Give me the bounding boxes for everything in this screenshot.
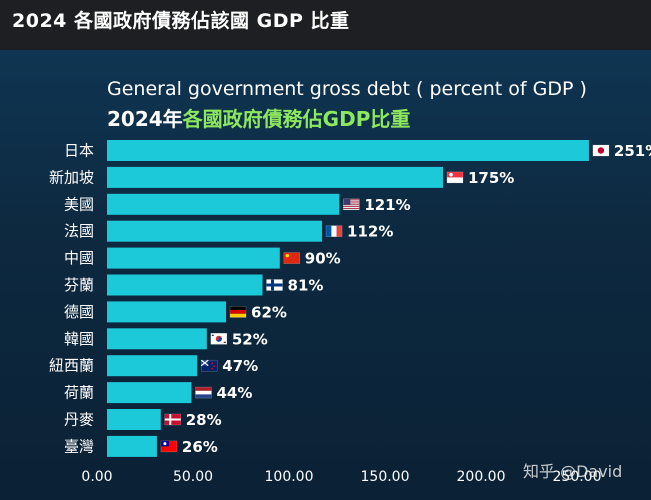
korea-flag-icon (210, 333, 228, 345)
chart-title-chinese: 2024年各國政府債務佔GDP比重 (107, 103, 410, 132)
bar (107, 274, 263, 296)
value-label: 90% (305, 250, 341, 268)
value-label: 62% (251, 303, 287, 321)
value-label: 121% (364, 196, 410, 214)
value-label: 112% (347, 223, 393, 241)
category-label: 美國 (64, 195, 94, 213)
bar (107, 382, 192, 404)
germany-flag-icon (229, 306, 247, 318)
category-label: 芬蘭 (64, 276, 94, 294)
value-label: 28% (186, 411, 222, 429)
watermark: 知乎 @David (523, 462, 623, 481)
value-label: 44% (216, 384, 252, 402)
chart-title-year: 2024年 (107, 107, 183, 131)
new-zealand-flag-icon (200, 359, 218, 372)
category-label: 日本 (64, 142, 94, 160)
bar (107, 247, 280, 269)
x-tick-label: 250.00 (553, 469, 602, 485)
category-label: 丹麥 (64, 411, 94, 429)
value-label: 47% (222, 357, 258, 375)
bar (107, 301, 227, 323)
bar (107, 328, 207, 350)
bar (107, 166, 443, 188)
chart-title-rest: 各國政府債務佔GDP比重 (182, 107, 411, 131)
denmark-flag-icon (164, 413, 182, 426)
bar (107, 140, 589, 161)
finland-flag-icon (266, 279, 283, 291)
category-label: 新加坡 (49, 168, 94, 186)
value-label: 52% (232, 330, 268, 348)
x-tick-label: 50.00 (173, 469, 213, 485)
category-label: 中國 (64, 249, 94, 267)
bar (107, 220, 323, 242)
category-label: 臺灣 (64, 437, 94, 455)
bar (107, 193, 340, 215)
value-label: 251% (614, 142, 651, 160)
china-flag-icon (283, 252, 301, 264)
value-label: 81% (288, 277, 324, 295)
x-tick-label: 100.00 (265, 469, 314, 485)
japan-flag-icon (592, 144, 610, 157)
category-label: 紐西蘭 (49, 357, 94, 375)
x-tick-label: 200.00 (457, 469, 506, 485)
category-label: 德國 (64, 303, 94, 321)
value-label: 26% (182, 438, 218, 456)
x-tick-label: 150.00 (361, 469, 410, 485)
category-label: 韓國 (64, 330, 94, 348)
x-tick-label: 0.00 (81, 469, 112, 485)
bar (107, 409, 161, 430)
usa-flag-icon (343, 198, 360, 211)
france-flag-icon (325, 225, 343, 237)
taiwan-flag-icon (160, 440, 178, 453)
chart-title-english: General government gross debt ( percent … (107, 78, 587, 100)
netherlands-flag-icon (195, 386, 212, 399)
bar (107, 355, 198, 377)
category-label: 荷蘭 (64, 384, 94, 402)
page-title: 2024 各國政府債務佔該國 GDP 比重 (12, 10, 350, 32)
value-label: 175% (468, 169, 514, 187)
bar (107, 435, 157, 457)
category-label: 法國 (64, 222, 94, 240)
singapore-flag-icon (446, 171, 464, 184)
